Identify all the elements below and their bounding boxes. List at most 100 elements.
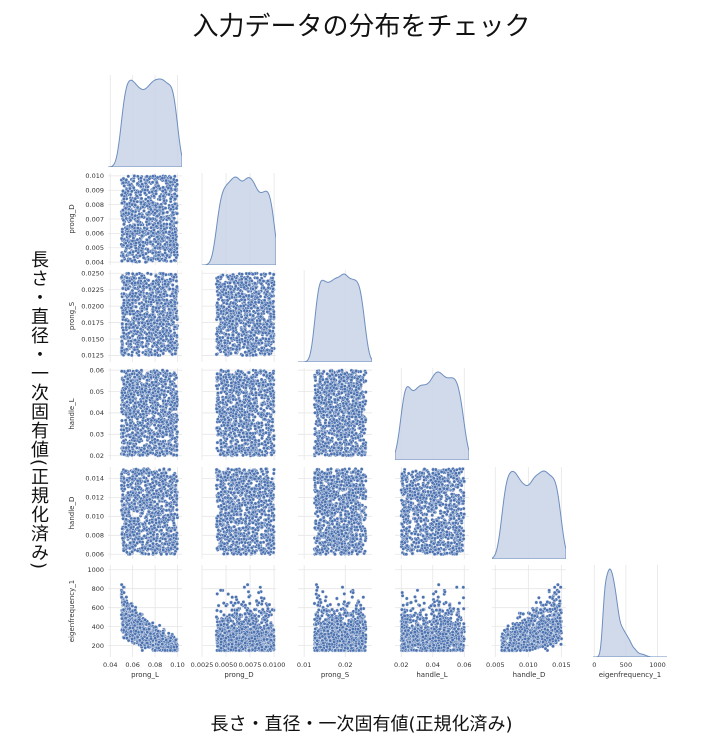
scatter-point	[122, 292, 125, 295]
scatter-point	[123, 184, 126, 187]
scatter-point	[126, 377, 129, 380]
scatter-point	[269, 335, 272, 338]
scatter-point	[229, 309, 232, 312]
scatter-point	[128, 279, 131, 282]
scatter-point	[169, 197, 172, 200]
scatter-point	[260, 346, 263, 349]
y-axis-label: prong_D	[68, 204, 76, 233]
scatter-point	[165, 335, 168, 338]
scatter-point	[165, 294, 168, 297]
scatter-point	[240, 278, 243, 281]
scatter-point	[270, 349, 273, 352]
scatter-point	[144, 260, 147, 263]
scatter-point	[246, 346, 249, 349]
scatter-point	[142, 209, 145, 212]
scatter-point	[140, 395, 143, 398]
scatter-point	[164, 302, 167, 305]
scatter-point	[148, 444, 151, 447]
scatter-point	[164, 206, 167, 209]
scatter-point	[171, 283, 174, 286]
scatter-point	[135, 273, 138, 276]
scatter-point	[131, 295, 134, 298]
scatter-point	[169, 248, 172, 251]
scatter-point	[152, 228, 155, 231]
scatter-point	[259, 315, 262, 318]
scatter-point	[128, 183, 131, 186]
scatter-point	[221, 336, 224, 339]
scatter-point	[130, 213, 133, 216]
scatter-point	[150, 396, 153, 399]
scatter-point	[154, 353, 157, 356]
scatter-point	[151, 251, 154, 254]
scatter-point	[173, 325, 176, 328]
scatter-point	[240, 315, 243, 318]
scatter-point	[243, 286, 246, 289]
scatter-point	[122, 197, 125, 200]
scatter-point	[153, 212, 156, 215]
scatter-point	[267, 283, 270, 286]
scatter-point	[134, 451, 137, 454]
scatter-point	[244, 322, 247, 325]
scatter-point	[231, 315, 234, 318]
scatter-point	[271, 287, 274, 290]
scatter-point	[122, 379, 125, 382]
scatter-point	[216, 279, 219, 282]
scatter-point	[149, 293, 152, 296]
scatter-point	[270, 295, 273, 298]
scatter-point	[141, 241, 144, 244]
scatter-point	[175, 285, 178, 288]
scatter-point	[146, 204, 149, 207]
scatter-point	[261, 306, 264, 309]
scatter-point	[161, 237, 164, 240]
scatter-point	[174, 230, 177, 233]
scatter-point	[122, 382, 125, 385]
scatter-point	[251, 287, 254, 290]
scatter-point	[134, 229, 137, 232]
scatter-point	[174, 238, 177, 241]
scatter-point	[162, 440, 165, 443]
scatter-point	[132, 250, 135, 253]
scatter-point	[162, 318, 165, 321]
y-tick-label: 0.0250	[81, 270, 104, 278]
scatter-point	[225, 302, 228, 305]
scatter-point	[230, 337, 233, 340]
scatter-point	[169, 443, 172, 446]
scatter-point	[120, 201, 123, 204]
scatter-point	[153, 285, 156, 288]
scatter-point	[136, 326, 139, 329]
scatter-point	[157, 348, 160, 351]
scatter-point	[242, 295, 245, 298]
scatter-point	[165, 179, 168, 182]
scatter-point	[173, 175, 176, 178]
scatter-point	[169, 311, 172, 314]
scatter-point	[260, 273, 263, 276]
scatter-point	[253, 324, 256, 327]
scatter-point	[149, 258, 152, 261]
y-axis-label: prong_S	[68, 301, 76, 330]
scatter-point	[143, 389, 146, 392]
scatter-point	[162, 399, 165, 402]
scatter-point	[167, 397, 170, 400]
scatter-point	[120, 419, 123, 422]
scatter-point	[223, 317, 226, 320]
scatter-point	[154, 204, 157, 207]
scatter-point	[148, 236, 151, 239]
scatter-point	[157, 283, 160, 286]
scatter-point	[168, 415, 171, 418]
scatter-point	[136, 182, 139, 185]
scatter-point	[142, 413, 145, 416]
scatter-point	[266, 279, 269, 282]
scatter-point	[216, 301, 219, 304]
kde-curve	[108, 79, 182, 167]
scatter-point	[173, 372, 176, 375]
scatter-point	[222, 305, 225, 308]
scatter-point	[163, 243, 166, 246]
scatter-point	[133, 348, 136, 351]
scatter-point	[152, 186, 155, 189]
scatter-point	[166, 283, 169, 286]
scatter-point	[238, 311, 241, 314]
scatter-point	[137, 321, 140, 324]
scatter-point	[129, 193, 132, 196]
scatter-point	[173, 217, 176, 220]
scatter-point	[162, 323, 165, 326]
